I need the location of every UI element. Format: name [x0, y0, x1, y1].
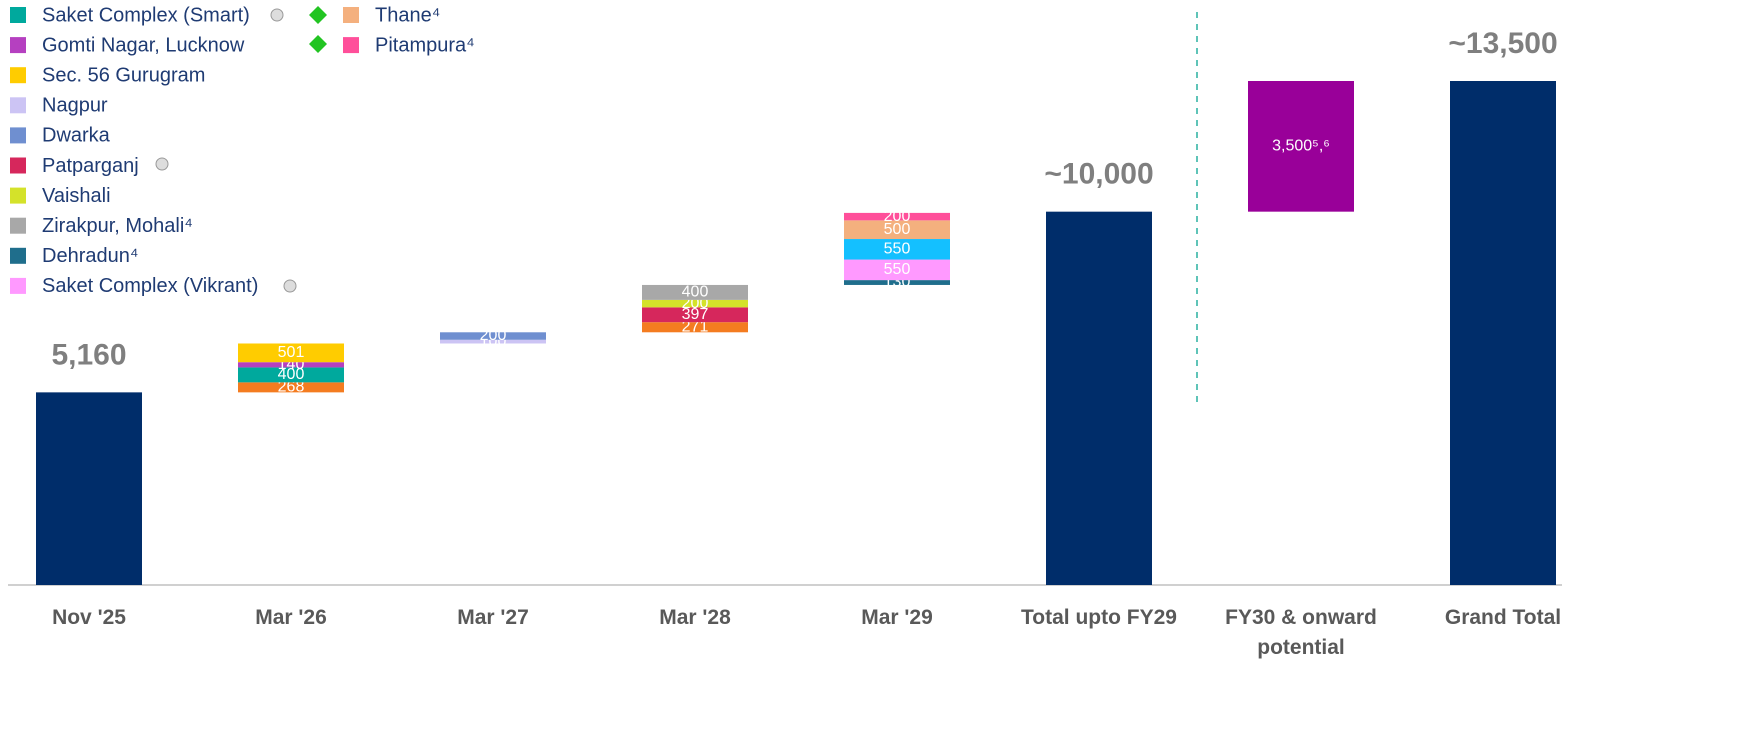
total-label: ~10,000 [1044, 158, 1153, 191]
x-tick-label: Grand Total [1444, 606, 1562, 629]
legend-icon [309, 35, 327, 53]
segment-label: 501 [278, 344, 305, 361]
legend-label: Saket Complex (Vikrant) [42, 275, 258, 297]
segment-label: 400 [682, 284, 709, 301]
legend-swatch [10, 187, 26, 204]
legend-label: Zirakpur, Mohali⁴ [42, 215, 193, 237]
segment [642, 299, 748, 308]
legend-icon [283, 279, 297, 293]
legend-label: Dwarka [42, 125, 111, 147]
legend-swatch [10, 157, 26, 174]
legend-icon [155, 157, 169, 171]
total-label: ~13,500 [1448, 27, 1557, 60]
segment [844, 259, 950, 281]
legend-label: Sec. 56 Gurugram [42, 64, 205, 86]
segment [844, 280, 950, 285]
legend-swatch [10, 67, 26, 84]
segment [238, 367, 344, 383]
segment [844, 239, 950, 260]
legend-label: Thane⁴ [375, 4, 440, 26]
segment-label: 397 [682, 306, 709, 323]
segment [440, 339, 546, 344]
segment-label: 550 [884, 241, 911, 258]
segment [844, 212, 950, 221]
total-bar [1450, 81, 1556, 585]
x-tick-label: Mar '29 [861, 606, 933, 629]
segment-label: 200 [480, 327, 507, 344]
x-tick-label: FY30 & onward potential [1225, 606, 1377, 659]
total-bar [36, 392, 142, 585]
segment [238, 382, 344, 393]
segment-label: 268 [278, 379, 305, 396]
segment-label: 200 [884, 208, 911, 225]
legend-swatch [10, 7, 26, 23]
legend-swatch [10, 97, 26, 114]
legend-swatch [10, 217, 26, 234]
segment [238, 362, 344, 368]
x-tick-label: Mar '27 [457, 606, 529, 629]
legend-swatch [10, 127, 26, 144]
legend-swatch [343, 37, 359, 54]
segment [642, 284, 748, 300]
x-tick-label: Mar '28 [659, 606, 731, 629]
segment [642, 322, 748, 333]
segment-label: 500 [884, 221, 911, 238]
legend-label: Gomti Nagar, Lucknow [42, 34, 245, 56]
legend-swatch [343, 7, 359, 23]
total-bar [1046, 211, 1152, 585]
legend-label: Patparganj [42, 155, 139, 177]
segment [238, 343, 344, 363]
segment [440, 332, 546, 340]
segment-label: 271 [682, 318, 709, 335]
legend-icon [270, 8, 284, 22]
legend-label: Pitampura⁴ [375, 34, 475, 56]
x-tick-label: Nov '25 [52, 606, 126, 629]
total-label: 5,160 [51, 338, 126, 371]
legend-swatch [10, 277, 26, 294]
segment [1248, 81, 1354, 212]
segment [844, 220, 950, 240]
legend-label: Nagpur [42, 95, 108, 117]
segment-label: 550 [884, 261, 911, 278]
segment-label: 3,500⁵,⁶ [1272, 138, 1330, 155]
x-tick-label: Total upto FY29 [1021, 606, 1177, 629]
segment [642, 307, 748, 323]
legend-swatch [10, 37, 26, 54]
x-tick-label: Mar '26 [255, 606, 327, 629]
legend-swatch [10, 247, 26, 264]
legend-label: Vaishali [42, 185, 111, 207]
segment-label: 400 [278, 366, 305, 383]
legend-icon [309, 6, 327, 24]
legend-label: Saket Complex (Smart) [42, 4, 250, 26]
legend-label: Dehradun⁴ [42, 245, 138, 267]
